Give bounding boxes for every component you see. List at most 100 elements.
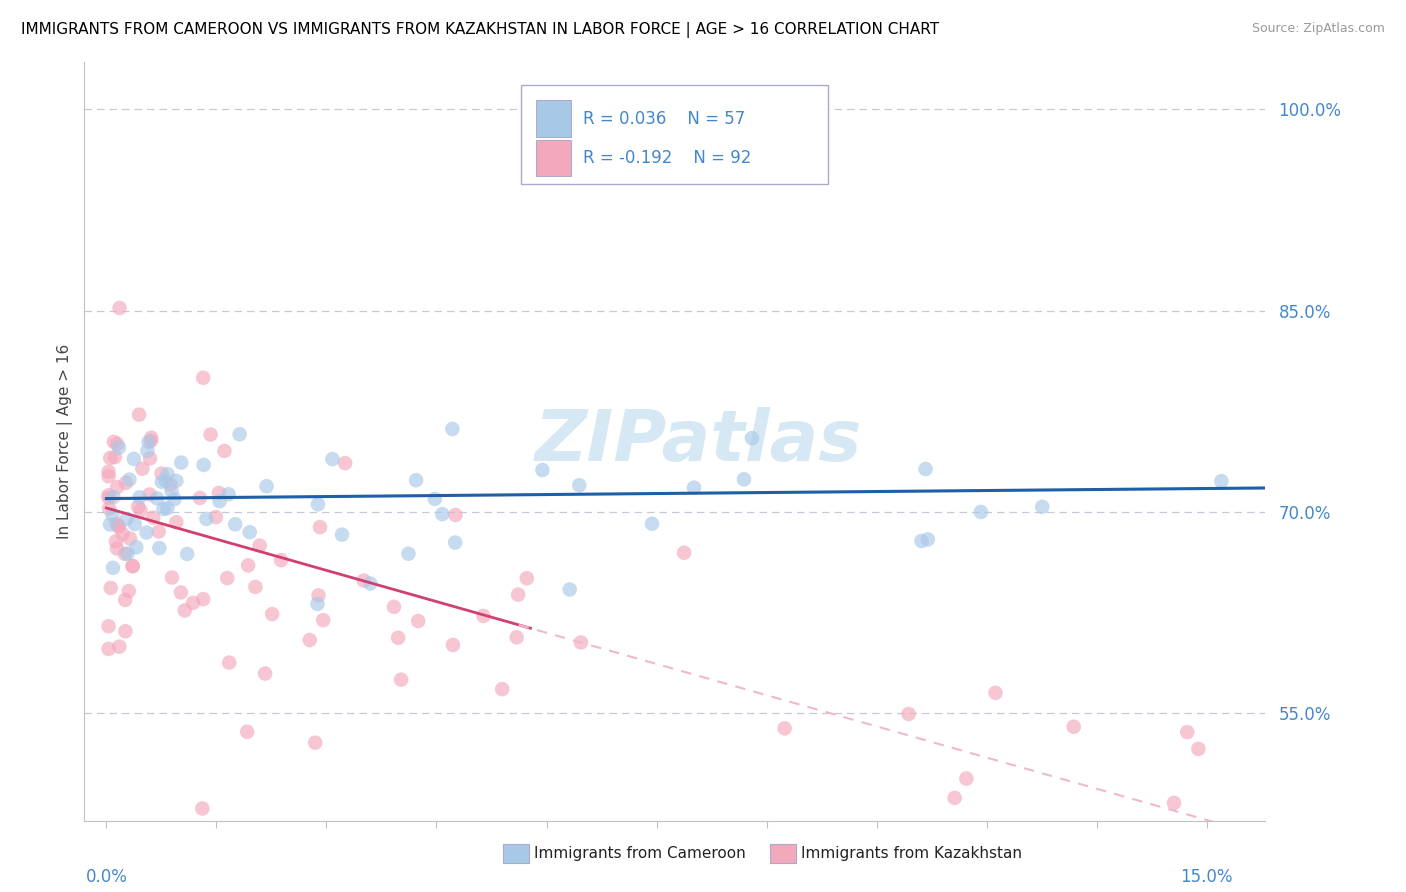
Text: Source: ZipAtlas.com: Source: ZipAtlas.com bbox=[1251, 22, 1385, 36]
Text: Immigrants from Kazakhstan: Immigrants from Kazakhstan bbox=[801, 847, 1022, 861]
Point bbox=[188, 491, 211, 505]
Point bbox=[128, 408, 150, 422]
Point bbox=[160, 570, 183, 584]
Point bbox=[307, 597, 329, 611]
Point bbox=[118, 473, 141, 487]
Point bbox=[193, 371, 215, 385]
Point bbox=[214, 444, 236, 458]
Point bbox=[122, 451, 145, 466]
Point bbox=[105, 516, 128, 531]
Point bbox=[673, 546, 696, 560]
Point bbox=[382, 599, 405, 614]
Point bbox=[170, 456, 193, 470]
Point bbox=[127, 500, 149, 514]
Point bbox=[156, 501, 179, 516]
Point bbox=[191, 801, 214, 815]
Point bbox=[114, 547, 136, 561]
Point bbox=[359, 576, 381, 591]
Point bbox=[218, 487, 240, 501]
Point bbox=[558, 582, 581, 597]
Point bbox=[181, 596, 204, 610]
Point bbox=[98, 450, 121, 465]
Point bbox=[270, 553, 292, 567]
Text: IMMIGRANTS FROM CAMEROON VS IMMIGRANTS FROM KAZAKHSTAN IN LABOR FORCE | AGE > 16: IMMIGRANTS FROM CAMEROON VS IMMIGRANTS F… bbox=[21, 22, 939, 38]
Point bbox=[152, 502, 174, 516]
Point bbox=[970, 505, 993, 519]
Point bbox=[97, 465, 120, 479]
Point bbox=[128, 490, 150, 504]
Point bbox=[108, 640, 131, 654]
Text: ZIPatlas: ZIPatlas bbox=[534, 407, 862, 476]
FancyBboxPatch shape bbox=[536, 101, 571, 136]
Point bbox=[138, 487, 160, 501]
Text: 15.0%: 15.0% bbox=[1181, 868, 1233, 886]
Point bbox=[108, 441, 131, 455]
Point bbox=[103, 490, 125, 504]
Point bbox=[107, 518, 129, 533]
Point bbox=[142, 510, 165, 524]
Point bbox=[97, 469, 120, 483]
Y-axis label: In Labor Force | Age > 16: In Labor Force | Age > 16 bbox=[58, 344, 73, 539]
Point bbox=[150, 475, 173, 489]
Point bbox=[444, 535, 467, 549]
Point bbox=[146, 491, 169, 506]
Point bbox=[256, 479, 278, 493]
Point bbox=[114, 593, 136, 607]
Point bbox=[236, 558, 259, 573]
Point bbox=[491, 682, 513, 697]
Point bbox=[1211, 474, 1233, 488]
Point bbox=[97, 641, 120, 656]
Point bbox=[148, 541, 170, 555]
Point bbox=[308, 588, 330, 602]
Point bbox=[683, 481, 706, 495]
Point bbox=[505, 631, 527, 645]
Text: 0.0%: 0.0% bbox=[86, 868, 128, 886]
Point bbox=[173, 603, 195, 617]
Point bbox=[254, 666, 277, 681]
Point bbox=[129, 503, 152, 517]
Point bbox=[160, 484, 183, 499]
Point bbox=[353, 574, 375, 588]
Point bbox=[191, 592, 214, 607]
Point bbox=[508, 588, 530, 602]
Point bbox=[444, 508, 467, 522]
Point bbox=[1031, 500, 1053, 514]
Point bbox=[135, 525, 157, 540]
Point bbox=[97, 488, 120, 502]
Point bbox=[195, 512, 218, 526]
Point bbox=[228, 427, 250, 442]
Point bbox=[236, 724, 259, 739]
Point bbox=[176, 547, 198, 561]
Point bbox=[108, 520, 131, 534]
Point bbox=[101, 561, 124, 575]
Point bbox=[406, 614, 429, 628]
Point bbox=[125, 541, 148, 555]
Point bbox=[114, 624, 136, 639]
Point bbox=[205, 510, 228, 524]
Point bbox=[208, 486, 231, 500]
Point bbox=[105, 541, 128, 556]
Point bbox=[165, 474, 187, 488]
Point bbox=[321, 452, 343, 467]
Point bbox=[405, 473, 427, 487]
Point bbox=[432, 507, 454, 521]
Point bbox=[217, 571, 239, 585]
Point bbox=[396, 547, 419, 561]
Point bbox=[914, 462, 936, 476]
Point bbox=[103, 434, 125, 449]
Point bbox=[641, 516, 664, 531]
Point bbox=[245, 580, 267, 594]
Point bbox=[298, 633, 321, 648]
Point bbox=[1175, 725, 1198, 739]
Point bbox=[156, 467, 179, 482]
Point bbox=[98, 517, 121, 532]
Point bbox=[773, 722, 796, 736]
Point bbox=[121, 559, 143, 574]
Point bbox=[208, 494, 231, 508]
Point bbox=[139, 434, 162, 448]
Text: R = -0.192    N = 92: R = -0.192 N = 92 bbox=[582, 149, 751, 167]
Point bbox=[309, 520, 332, 534]
Point bbox=[138, 434, 160, 449]
Point bbox=[193, 458, 215, 472]
Point bbox=[441, 422, 464, 436]
